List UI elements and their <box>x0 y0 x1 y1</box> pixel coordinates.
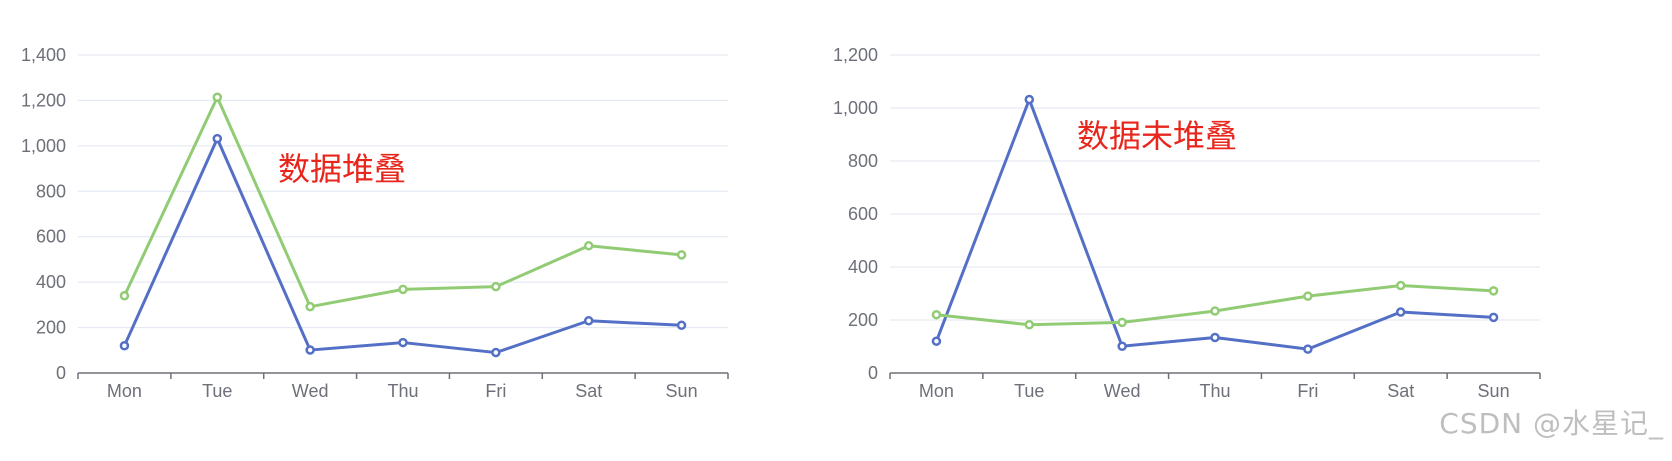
data-point <box>931 309 942 320</box>
y-tick-label: 1,000 <box>21 136 66 156</box>
data-point <box>1395 280 1406 291</box>
unstacked-line-chart: 0 200 400 600 800 1,000 1,200 Mon Tue Wed Thu Fri Sa… <box>833 45 1541 401</box>
y-tick-label: 200 <box>36 318 66 338</box>
y-tick-label: 1,200 <box>21 90 66 110</box>
data-point <box>491 347 501 358</box>
x-tick-label: Tue <box>202 381 232 401</box>
y-tick-label: 1,200 <box>833 45 878 65</box>
x-tick-label: Wed <box>292 381 329 401</box>
data-point <box>1117 341 1127 351</box>
x-tick-label: Thu <box>387 381 418 401</box>
x-tick-label: Sat <box>1387 381 1414 401</box>
y-tick-label: 200 <box>848 310 878 330</box>
y-tick-label: 400 <box>36 272 66 292</box>
y-tick-label: 400 <box>848 257 878 277</box>
data-point <box>931 336 942 346</box>
data-point <box>1303 344 1313 354</box>
data-point <box>1117 317 1127 328</box>
y-tick-label: 800 <box>36 181 66 201</box>
data-point <box>398 284 408 295</box>
chart-annotation: 数据未堆叠 <box>1077 117 1237 155</box>
data-point <box>583 241 594 251</box>
data-point <box>1395 307 1406 317</box>
data-point <box>676 320 687 331</box>
y-tick-label: 0 <box>868 363 878 383</box>
series-line-1 <box>123 95 682 309</box>
data-point <box>212 133 223 144</box>
watermark-text: CSDN @水星记_ <box>1439 407 1664 440</box>
x-tick-label: Fri <box>485 381 506 401</box>
y-tick-label: 800 <box>848 151 878 171</box>
data-point <box>305 345 315 355</box>
data-point <box>119 291 130 301</box>
data-point <box>212 92 223 102</box>
x-tick-label: Sun <box>666 381 698 401</box>
stacked-line-chart: 0 200 400 600 800 1,000 1,200 1,400 Mon Tue Wed Thu… <box>21 45 729 401</box>
data-point <box>583 316 594 326</box>
data-point <box>1488 286 1499 296</box>
y-tick-label: 1,400 <box>21 45 66 65</box>
data-point <box>1210 332 1220 343</box>
y-tick-label: 600 <box>36 227 66 247</box>
x-tick-label: Sun <box>1478 381 1510 401</box>
data-point <box>119 340 130 351</box>
x-tick-label: Wed <box>1104 381 1141 401</box>
data-point <box>491 281 501 292</box>
chart-annotation: 数据堆叠 <box>278 150 406 188</box>
y-tick-label: 0 <box>56 363 66 383</box>
data-point <box>1210 306 1220 316</box>
x-tick-label: Tue <box>1014 381 1044 401</box>
x-tick-label: Mon <box>107 381 142 401</box>
y-tick-label: 600 <box>848 204 878 224</box>
data-point <box>676 250 687 260</box>
series-line-1 <box>936 284 1494 327</box>
data-point <box>1303 291 1313 301</box>
x-tick-label: Fri <box>1297 381 1318 401</box>
x-tick-label: Sat <box>575 381 602 401</box>
data-point <box>398 337 408 348</box>
data-point <box>305 301 315 312</box>
data-point <box>1024 94 1035 105</box>
data-point <box>1488 312 1499 323</box>
x-tick-label: Mon <box>919 381 954 401</box>
x-tick-label: Thu <box>1199 381 1230 401</box>
y-tick-label: 1,000 <box>833 98 878 118</box>
data-point <box>1024 320 1035 330</box>
